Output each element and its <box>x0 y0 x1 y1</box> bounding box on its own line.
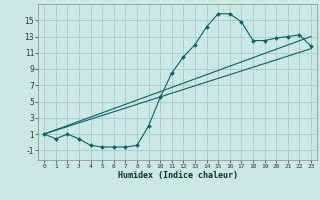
X-axis label: Humidex (Indice chaleur): Humidex (Indice chaleur) <box>118 171 238 180</box>
